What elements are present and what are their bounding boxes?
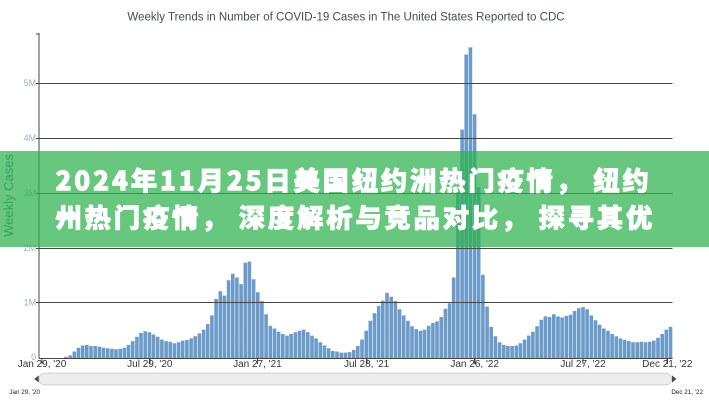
svg-text:1M: 1M — [24, 298, 37, 308]
svg-text:5M: 5M — [24, 78, 37, 88]
svg-text:Jan 29, '20: Jan 29, '20 — [9, 389, 40, 396]
svg-text:0: 0 — [31, 352, 36, 362]
svg-text:Jul 29, '20: Jul 29, '20 — [127, 359, 173, 370]
svg-text:Weekly Trends in Number of COV: Weekly Trends in Number of COVID-19 Case… — [127, 12, 564, 24]
svg-text:Jul 28, '21: Jul 28, '21 — [344, 359, 390, 370]
svg-text:Dec 21, '22: Dec 21, '22 — [671, 389, 703, 396]
svg-text:2M: 2M — [24, 243, 37, 253]
svg-text:Dec 21, '22: Dec 21, '22 — [642, 359, 693, 370]
svg-text:Jul 27, '22: Jul 27, '22 — [560, 359, 606, 370]
svg-text:Jan 29, '20: Jan 29, '20 — [18, 359, 67, 370]
svg-text:Jan 27, '21: Jan 27, '21 — [233, 359, 282, 370]
svg-text:Jan 26, '22: Jan 26, '22 — [450, 359, 499, 370]
svg-text:4M: 4M — [24, 133, 37, 143]
